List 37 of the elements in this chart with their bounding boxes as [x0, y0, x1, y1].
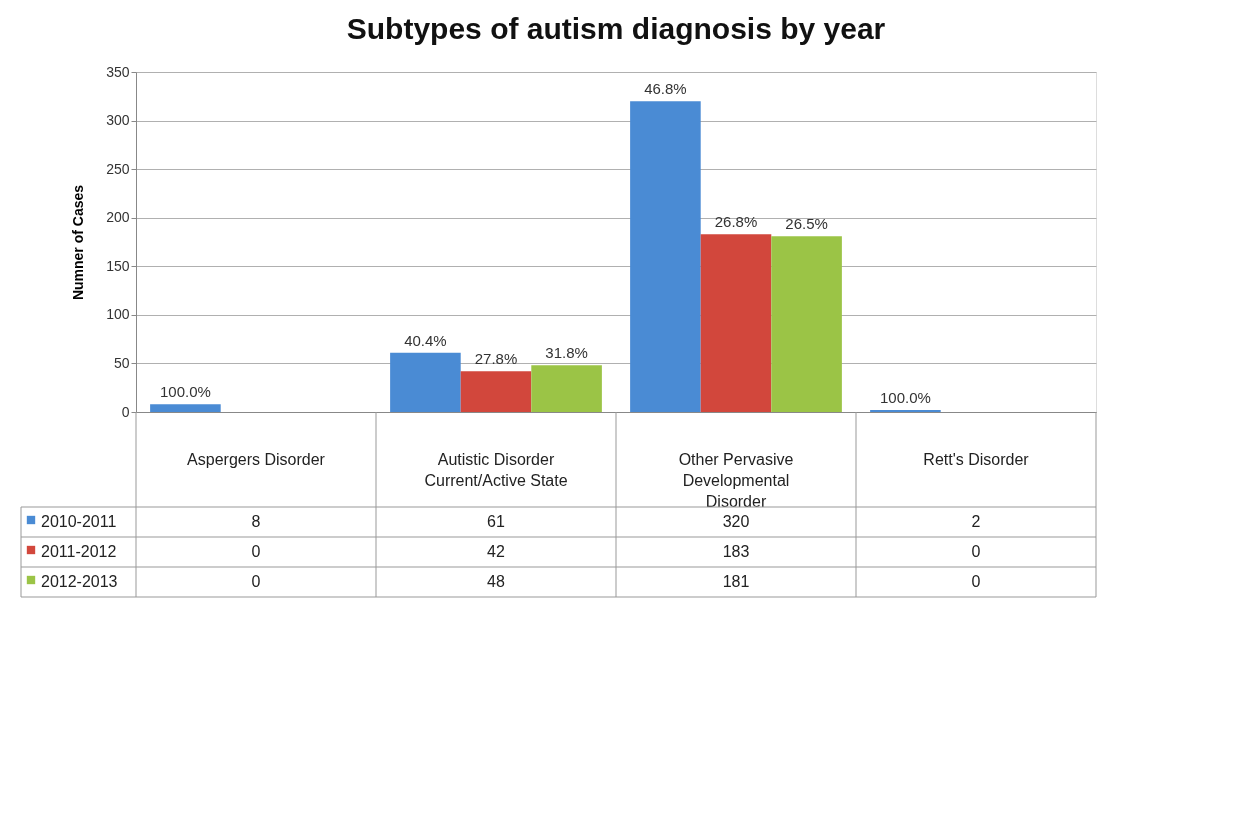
y-tick-label: 100 [106, 306, 130, 323]
legend-label: 2010-2011 [41, 513, 117, 530]
data-label: 48 [487, 573, 505, 590]
legend-label: 2012-2013 [41, 573, 118, 590]
y-tick-label: 250 [106, 160, 130, 177]
x-tick-label: Aspergers Disorder [187, 450, 326, 468]
y-tick-label: 350 [106, 63, 130, 80]
annotation: 100.0% [879, 389, 931, 407]
annotation: 31.8% [545, 344, 588, 362]
data-label: 2 [971, 513, 981, 530]
annotation: 46.8% [644, 80, 687, 98]
data-label: 8 [251, 513, 261, 530]
annotation: 26.5% [785, 215, 828, 233]
data-label: 42 [487, 543, 505, 560]
data-label: 61 [487, 513, 505, 530]
data-label: 183 [722, 543, 750, 560]
annotation: 27.8% [474, 350, 518, 368]
x-tick-label: Other Pervasive Developmental Disorder [678, 450, 794, 510]
data-label: 181 [722, 573, 750, 590]
y-tick-label: 50 [113, 354, 130, 371]
data-label: 0 [971, 543, 981, 560]
annotation: 26.8% [714, 213, 758, 231]
annotation: 100.0% [159, 383, 211, 401]
legend-label: 2011-2012 [41, 543, 117, 560]
data-label: 320 [722, 513, 750, 530]
chart-title: Subtypes of autism diagnosis by year [346, 12, 886, 45]
x-tick-label: Autistic Disorder Current/Active State [424, 450, 568, 489]
y-tick-label: 150 [106, 257, 130, 274]
annotation: 40.4% [404, 331, 447, 349]
x-tick-label: Rett's Disorder [923, 450, 1030, 468]
y-tick-label: 200 [106, 209, 130, 226]
data-label: 0 [251, 573, 261, 590]
y-tick-label: 300 [106, 112, 130, 129]
y-axis-title: Numner of Cases [70, 184, 87, 301]
y-tick-label: 0 [121, 403, 130, 420]
data-label: 0 [251, 543, 261, 560]
data-label: 0 [971, 573, 981, 590]
